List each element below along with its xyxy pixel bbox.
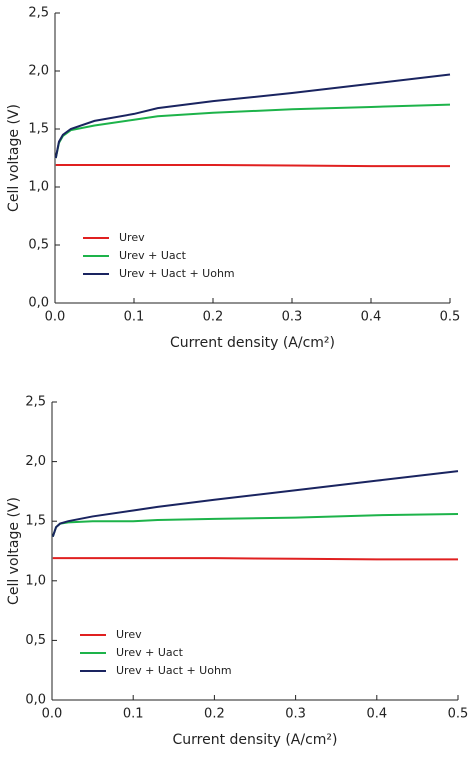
legend-label: Urev + Uact + Uohm — [116, 664, 232, 677]
legend-label: Urev — [119, 231, 145, 244]
x-axis-title: Current density (A/cm²) — [170, 335, 335, 351]
x-tick-label: 0.1 — [124, 310, 145, 325]
y-tick-label: 2,0 — [28, 64, 49, 79]
y-tick-label: 0,5 — [25, 633, 46, 648]
x-tick-label: 0.5 — [448, 707, 469, 722]
y-tick-label: 2,0 — [25, 454, 46, 469]
y-axis-title: Cell voltage (V) — [6, 104, 22, 212]
series-line — [54, 103, 451, 159]
y-tick-label: 0,0 — [25, 693, 46, 708]
x-tick-label: 0.3 — [285, 707, 306, 722]
x-tick-label: 0.4 — [366, 707, 387, 722]
legend-label: Urev — [116, 628, 142, 641]
x-tick-label: 0.0 — [42, 707, 63, 722]
y-tick-label: 2,5 — [28, 6, 49, 21]
x-tick-label: 0.2 — [203, 310, 224, 325]
y-tick-label: 2,5 — [25, 395, 46, 410]
legend-label: Urev + Uact — [116, 646, 184, 659]
series-line — [52, 557, 458, 561]
y-axis-title: Cell voltage (V) — [6, 497, 22, 605]
x-tick-label: 0.1 — [123, 707, 144, 722]
x-tick-label: 0.0 — [45, 310, 66, 325]
y-tick-label: 1,0 — [28, 180, 49, 195]
y-tick-label: 1,5 — [25, 514, 46, 529]
legend-label: Urev + Uact + Uohm — [119, 267, 235, 280]
x-axis-title: Current density (A/cm²) — [173, 732, 338, 748]
series-line — [51, 470, 459, 538]
series-line — [55, 163, 450, 168]
x-tick-label: 0.2 — [204, 707, 225, 722]
y-tick-label: 0,5 — [28, 238, 49, 253]
y-tick-label: 1,0 — [25, 573, 46, 588]
chart: 0,0 0,5 1,0 1,5 2,0 2,5 0.0 0.1 0.2 0.3 0.4 0.5 Curr… — [6, 6, 460, 352]
y-tick-label: 0,0 — [28, 296, 49, 311]
y-tick-label: 1,5 — [28, 122, 49, 137]
x-tick-label: 0.3 — [282, 310, 303, 325]
x-tick-label: 0.5 — [440, 310, 461, 325]
x-tick-label: 0.4 — [361, 310, 382, 325]
legend-label: Urev + Uact — [119, 249, 187, 262]
series-line — [54, 73, 451, 159]
series-line — [51, 513, 459, 538]
chart: 0,0 0,5 1,0 1,5 2,0 2,5 0.0 0.1 0.2 0.3 0.4 0.5 Curr… — [6, 395, 468, 749]
